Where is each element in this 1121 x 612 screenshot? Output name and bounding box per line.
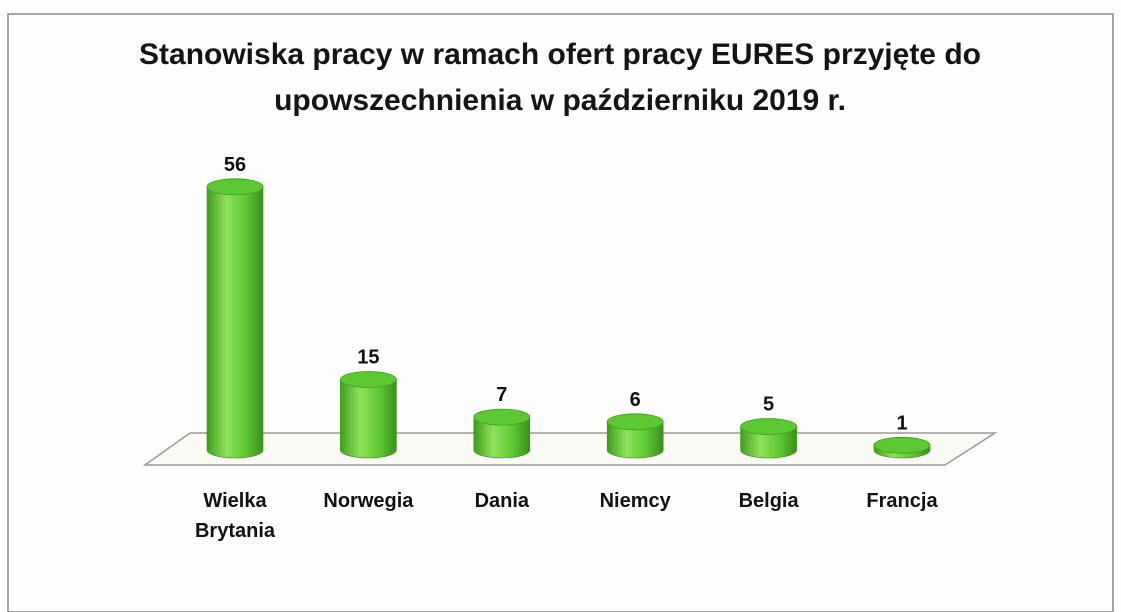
value-label: 5 bbox=[763, 394, 774, 416]
bar bbox=[473, 416, 531, 459]
value-label: 15 bbox=[357, 347, 379, 369]
bar bbox=[740, 426, 797, 459]
x-tick-label: Niemcy bbox=[599, 490, 671, 512]
bar bbox=[606, 421, 664, 459]
bar bbox=[206, 186, 264, 459]
floor bbox=[142, 432, 998, 466]
x-tick-label: Francja bbox=[866, 490, 938, 512]
bar-top bbox=[740, 418, 797, 435]
bar-top bbox=[606, 413, 664, 431]
bar-top bbox=[473, 408, 531, 426]
bar-top bbox=[206, 178, 264, 196]
frame bbox=[7, 13, 1114, 612]
value-label: 56 bbox=[224, 154, 246, 176]
value-label: 7 bbox=[496, 384, 507, 406]
value-label: 1 bbox=[896, 412, 907, 434]
x-tick-label: Wielka Brytania bbox=[194, 490, 276, 542]
bar-top bbox=[339, 371, 397, 388]
chart-title: Stanowiska pracy w ramach ofert pracy EU… bbox=[139, 38, 981, 117]
x-tick-label: Dania bbox=[474, 490, 530, 512]
value-label: 6 bbox=[630, 389, 641, 411]
bar bbox=[340, 379, 397, 459]
bar-top bbox=[873, 436, 931, 454]
x-tick-label: Norwegia bbox=[323, 490, 414, 512]
x-tick-label: Belgia bbox=[738, 490, 799, 512]
